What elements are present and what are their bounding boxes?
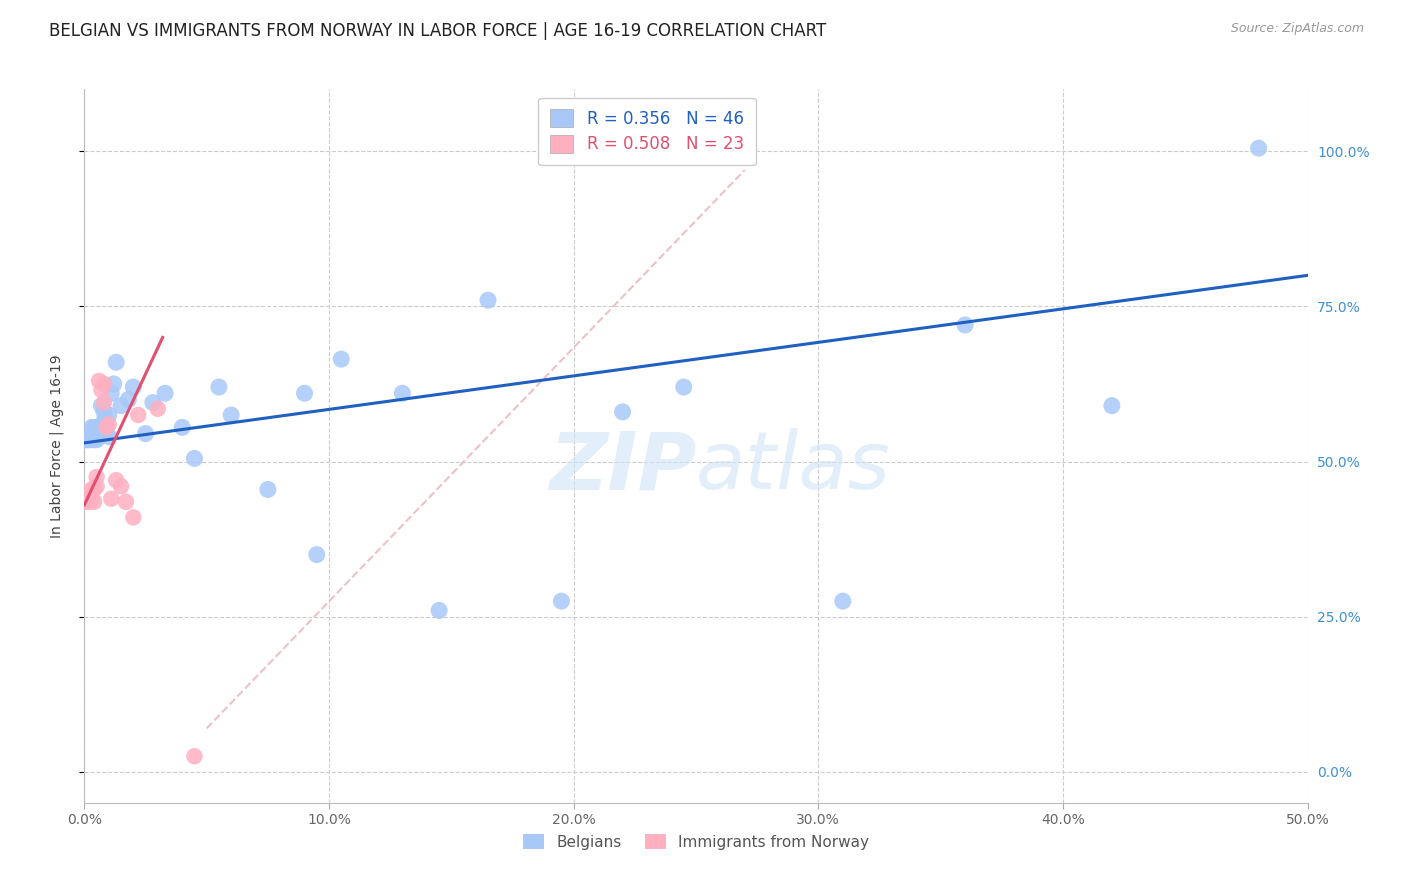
Point (83, 433, 105, 447)
Point (93, 414, 115, 428)
Point (477, 293, 499, 308)
Point (97, 417, 120, 432)
Point (110, 479, 132, 493)
Point (391, 386, 413, 401)
Point (122, 510, 145, 524)
Point (83, 495, 105, 509)
Point (105, 355, 128, 369)
Point (87, 374, 110, 388)
Point (87, 420, 110, 434)
Point (305, 548, 328, 562)
Point (122, 380, 145, 394)
Point (105, 473, 128, 487)
Y-axis label: In Labor Force | Age 16-19: In Labor Force | Age 16-19 (49, 354, 63, 538)
Point (86, 479, 108, 493)
Point (612, 405, 634, 419)
Point (77, 426, 100, 441)
Point (153, 386, 176, 401)
Point (83, 483, 105, 497)
Point (183, 451, 205, 466)
Point (93, 405, 115, 419)
Point (135, 426, 157, 441)
Point (550, 594, 572, 608)
Point (115, 495, 138, 509)
Point (831, 594, 853, 608)
Point (1101, 399, 1123, 413)
Point (90, 426, 112, 441)
Point (208, 380, 231, 394)
Point (330, 352, 353, 367)
Point (172, 420, 194, 434)
Point (76, 433, 98, 447)
Point (77, 433, 100, 447)
Text: BELGIAN VS IMMIGRANTS FROM NORWAY IN LABOR FORCE | AGE 16-19 CORRELATION CHART: BELGIAN VS IMMIGRANTS FROM NORWAY IN LAB… (49, 22, 827, 40)
Point (77, 495, 100, 509)
Point (142, 395, 165, 409)
Point (1247, 141, 1270, 155)
Point (127, 408, 149, 422)
Point (97, 430, 120, 444)
Text: Source: ZipAtlas.com: Source: ZipAtlas.com (1230, 22, 1364, 36)
Point (83, 420, 105, 434)
Point (86, 426, 108, 441)
Text: ZIP: ZIP (548, 428, 696, 507)
Point (427, 603, 450, 617)
Point (90, 399, 112, 413)
Point (257, 483, 280, 497)
Point (80, 491, 103, 506)
Point (183, 749, 205, 764)
Point (117, 392, 139, 407)
Text: atlas: atlas (696, 428, 891, 507)
Point (100, 491, 122, 506)
Point (219, 408, 242, 422)
Point (77, 491, 100, 506)
Point (96, 414, 118, 428)
Point (103, 376, 125, 391)
Point (97, 408, 120, 422)
Point (672, 380, 695, 394)
Point (80, 426, 103, 441)
Point (86, 433, 108, 447)
Point (294, 386, 316, 401)
Point (80, 420, 103, 434)
Point (93, 376, 115, 391)
Legend: Belgians, Immigrants from Norway: Belgians, Immigrants from Norway (516, 828, 876, 855)
Point (110, 399, 132, 413)
Point (90, 383, 112, 397)
Point (96, 420, 118, 434)
Point (86, 470, 108, 484)
Point (76, 495, 98, 509)
Point (953, 318, 976, 332)
Point (93, 395, 115, 409)
Point (96, 426, 118, 441)
Point (100, 386, 122, 401)
Point (87, 426, 110, 441)
Point (80, 483, 103, 497)
Point (146, 401, 169, 416)
